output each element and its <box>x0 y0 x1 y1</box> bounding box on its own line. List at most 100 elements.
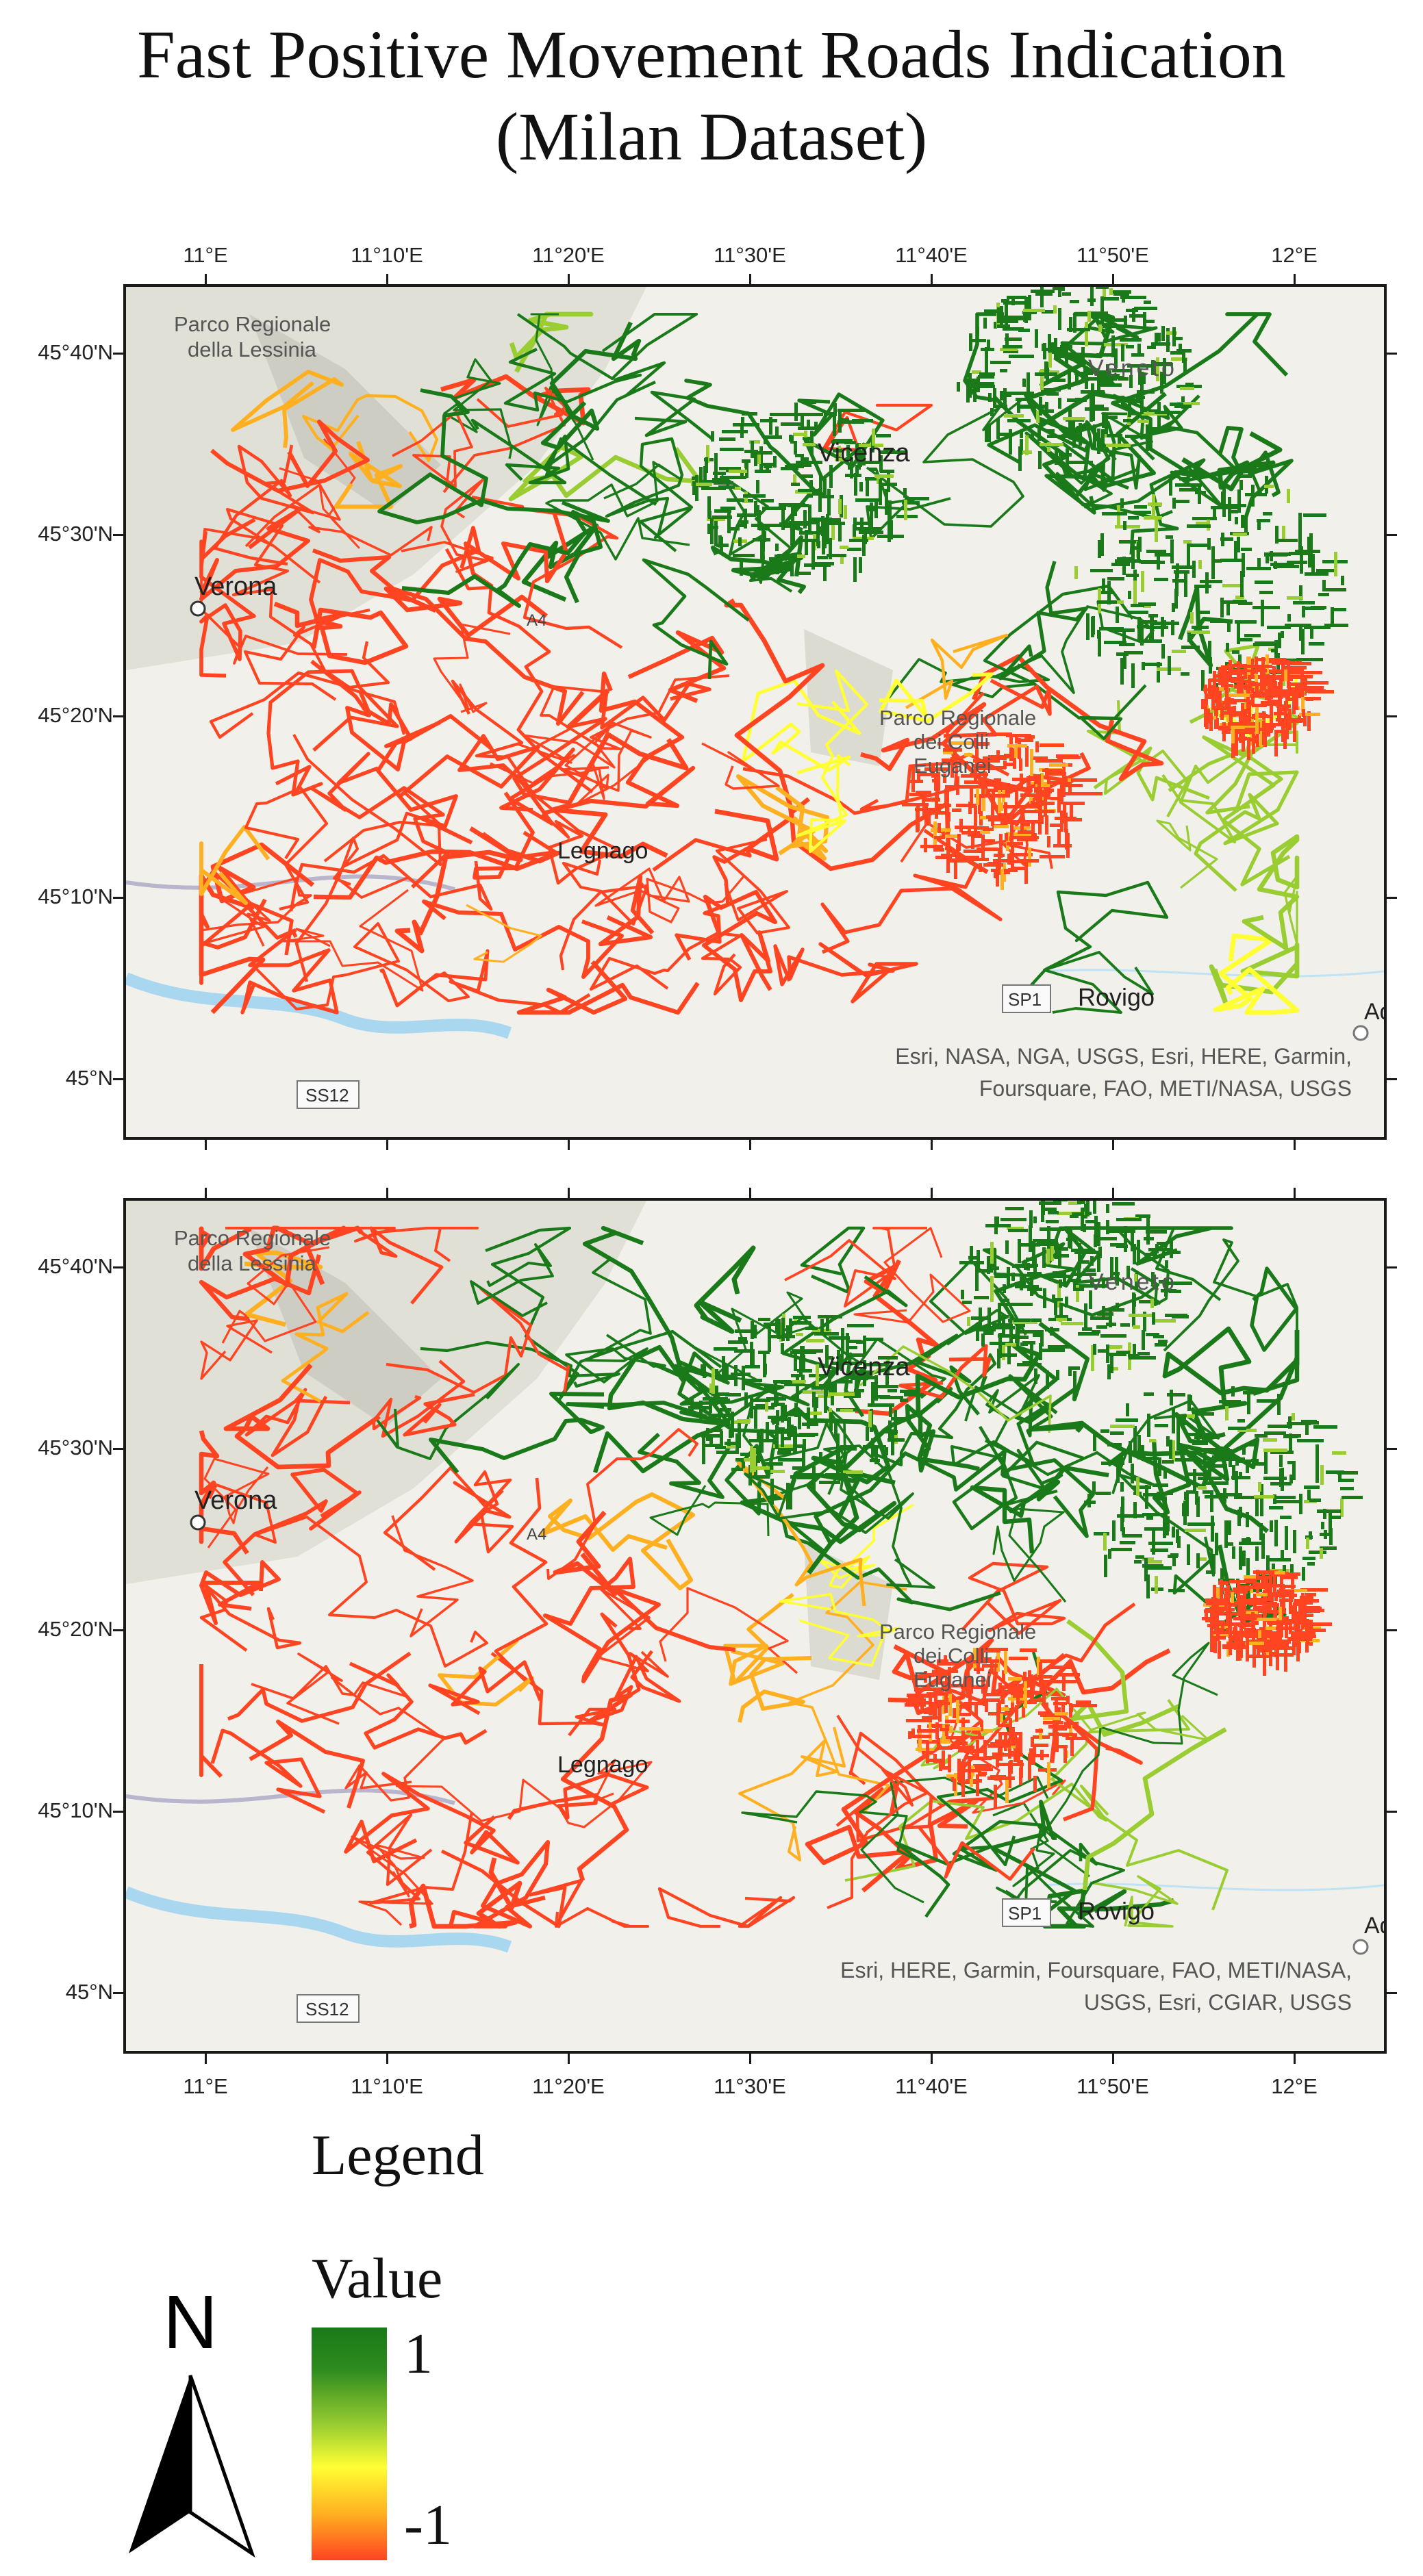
road-cell <box>804 563 831 567</box>
road-cell <box>1008 1761 1011 1788</box>
road-cell <box>790 1433 815 1437</box>
road-cell <box>1213 559 1222 563</box>
road-cell <box>1298 684 1301 698</box>
road-cell <box>814 1332 839 1336</box>
tick-mark <box>386 1188 388 1198</box>
road-cell <box>969 333 972 351</box>
road-cell <box>1137 541 1140 563</box>
tick-mark <box>1294 274 1296 284</box>
road-segment <box>255 922 470 1010</box>
road-cell <box>1116 1457 1120 1483</box>
road-cell <box>1106 318 1126 322</box>
road-cell <box>1232 677 1244 680</box>
road-cell <box>796 522 809 526</box>
road-segment <box>542 671 696 816</box>
road-cell <box>996 750 1000 761</box>
road-cell <box>1171 620 1174 635</box>
road-segment <box>451 679 620 885</box>
road-segment <box>657 1887 796 1928</box>
tick-mark <box>1112 274 1114 284</box>
road-cell <box>916 804 920 831</box>
road-cell <box>1046 1220 1059 1223</box>
road-cell <box>1165 1314 1187 1317</box>
road-cell <box>703 466 707 487</box>
road-segment <box>383 1466 514 1571</box>
road-cell <box>1072 420 1075 432</box>
road-cell <box>1234 1496 1260 1499</box>
label-colli: dei Colli <box>914 1644 989 1668</box>
road-cell <box>1248 738 1259 741</box>
road-cell <box>814 422 818 430</box>
road-segment <box>827 1714 929 1909</box>
road-cell <box>1026 1258 1035 1261</box>
road-cell <box>979 766 1006 769</box>
road-cell <box>1295 671 1322 674</box>
road-cell <box>1061 287 1065 291</box>
road-cell <box>1182 1503 1185 1516</box>
map-panel-2[interactable]: Parco Regionale della Lessinia Vicenza V… <box>123 1198 1387 2054</box>
road-cell <box>1263 702 1278 706</box>
road-cell <box>1038 808 1042 834</box>
road-cell <box>1229 510 1238 513</box>
road-cell <box>737 513 756 517</box>
road-cell <box>994 805 1020 808</box>
road-cell <box>1133 511 1151 514</box>
road-cell <box>1294 1604 1297 1618</box>
road-cell <box>1258 1482 1261 1492</box>
road-cell <box>970 385 995 388</box>
road-cell <box>967 1317 970 1326</box>
road-cell <box>877 477 880 484</box>
road-cell <box>1255 674 1258 682</box>
road-segment <box>377 388 610 524</box>
road-cell <box>1261 1533 1265 1559</box>
road-cell <box>1181 646 1200 649</box>
road-cell <box>1320 1533 1329 1536</box>
tick-mark <box>749 1188 751 1198</box>
road-cell <box>1287 671 1302 674</box>
road-cell <box>1092 394 1095 421</box>
road-segment <box>1083 420 1142 492</box>
road-cell <box>1102 1277 1105 1288</box>
road-cell <box>1035 741 1039 752</box>
tick-mark <box>1387 1811 1397 1813</box>
road-cell <box>1129 611 1148 614</box>
tick-mark <box>113 534 123 536</box>
road-cell <box>876 434 891 437</box>
road-cell <box>727 511 731 533</box>
road-cell <box>718 485 735 489</box>
road-cell <box>1140 620 1144 646</box>
road-cell <box>1023 824 1030 827</box>
road-cell <box>1260 1501 1263 1516</box>
road-cell <box>1078 1332 1099 1336</box>
road-cell <box>1018 1239 1021 1263</box>
road-cell <box>1082 1327 1092 1331</box>
road-cell <box>1270 563 1294 566</box>
road-cell <box>765 1402 768 1412</box>
road-cell <box>1246 697 1250 714</box>
road-cell <box>1198 1486 1207 1490</box>
road-cell <box>1338 1470 1342 1481</box>
road-cell <box>964 850 982 853</box>
road-cell <box>1059 453 1072 457</box>
road-cell <box>1080 1260 1090 1264</box>
road-cell <box>1170 351 1185 355</box>
road-cell <box>1257 724 1276 728</box>
road-cell <box>1073 314 1076 333</box>
road-cell <box>1142 1564 1163 1568</box>
road-cell <box>987 862 996 865</box>
road-cell <box>1309 642 1324 646</box>
road-cell <box>1163 1516 1166 1538</box>
tick-mark <box>1294 1188 1296 1198</box>
road-cell <box>1279 1588 1283 1598</box>
map-panel-1[interactable]: Parco Regionale della Lessinia Vicenza V… <box>123 284 1387 1140</box>
road-cell <box>1308 550 1311 568</box>
road-cell <box>1033 1216 1037 1223</box>
road-cell <box>1064 813 1068 832</box>
road-cell <box>826 1356 833 1360</box>
road-cell <box>1054 1299 1057 1315</box>
road-cell <box>737 1419 751 1423</box>
road-cell <box>922 793 925 805</box>
label-verona: Verona <box>194 572 277 601</box>
road-cell <box>1269 1506 1283 1509</box>
road-cell <box>1287 489 1290 503</box>
